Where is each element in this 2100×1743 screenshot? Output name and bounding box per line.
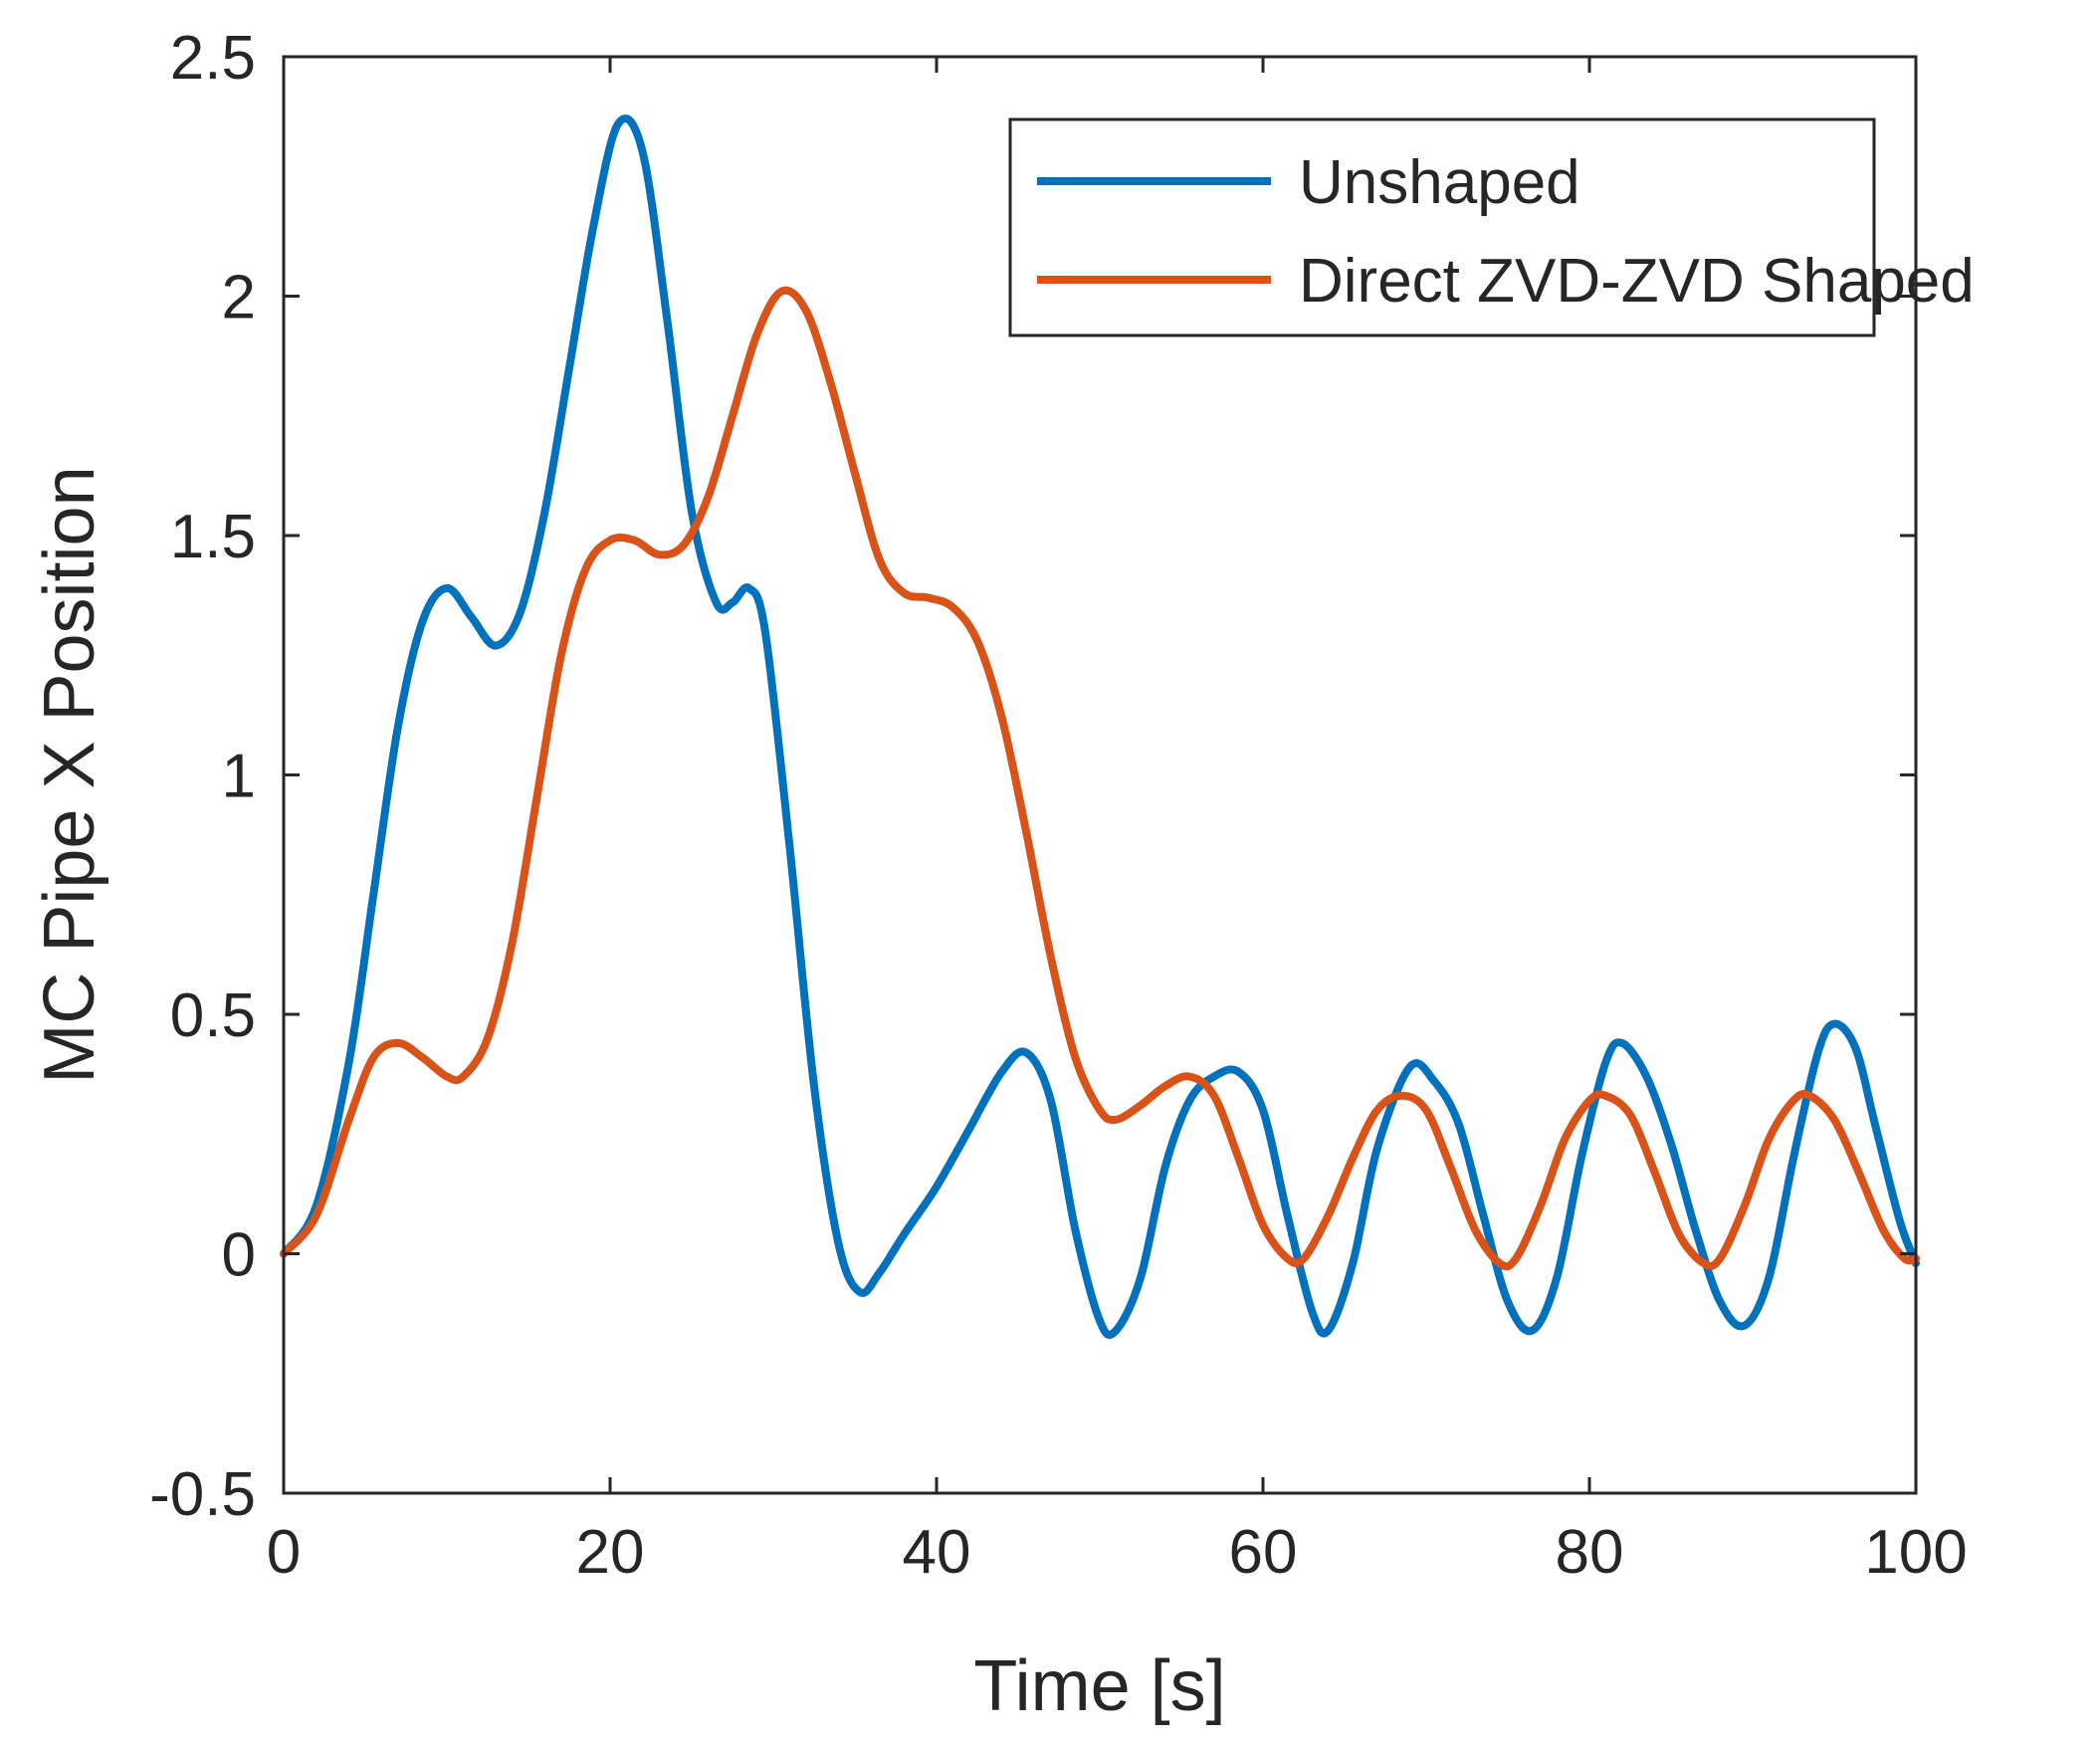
legend-label-unshaped: Unshaped xyxy=(1299,148,1580,217)
y-tick-label: 1.5 xyxy=(170,503,256,571)
x-tick-label: 60 xyxy=(1229,1518,1298,1587)
legend-box xyxy=(1008,117,1876,337)
y-tick-label: -0.5 xyxy=(149,1460,256,1529)
x-tick-label: 100 xyxy=(1864,1518,1967,1587)
x-tick-label: 20 xyxy=(576,1518,645,1587)
legend-label-direct-zvd-zvd-shaped: Direct ZVD-ZVD Shaped xyxy=(1299,247,1975,316)
y-axis-label: MC Pipe X Position xyxy=(30,466,109,1083)
y-tick-label: 0 xyxy=(222,1221,256,1290)
x-axis-label: Time [s] xyxy=(973,1646,1225,1726)
series-line-unshaped xyxy=(280,114,1920,1339)
y-tick-label: 1 xyxy=(222,743,256,811)
y-tick-label: 2.5 xyxy=(170,24,256,93)
y-tick-label: 0.5 xyxy=(170,981,256,1050)
y-tick-label: 2 xyxy=(222,264,256,332)
series-line-direct-zvd-zvd-shaped xyxy=(280,286,1920,1271)
series-layer xyxy=(280,114,1920,1339)
tick-layer: 0 20 40 60 80 100-0.500.511.522.5 xyxy=(149,24,1968,1587)
x-tick-label: 0 xyxy=(267,1518,301,1587)
x-tick-label: 40 xyxy=(903,1518,971,1587)
legend: Unshaped Direct ZVD-ZVD Shaped xyxy=(1008,117,1975,337)
x-tick-label: 80 xyxy=(1556,1518,1624,1587)
